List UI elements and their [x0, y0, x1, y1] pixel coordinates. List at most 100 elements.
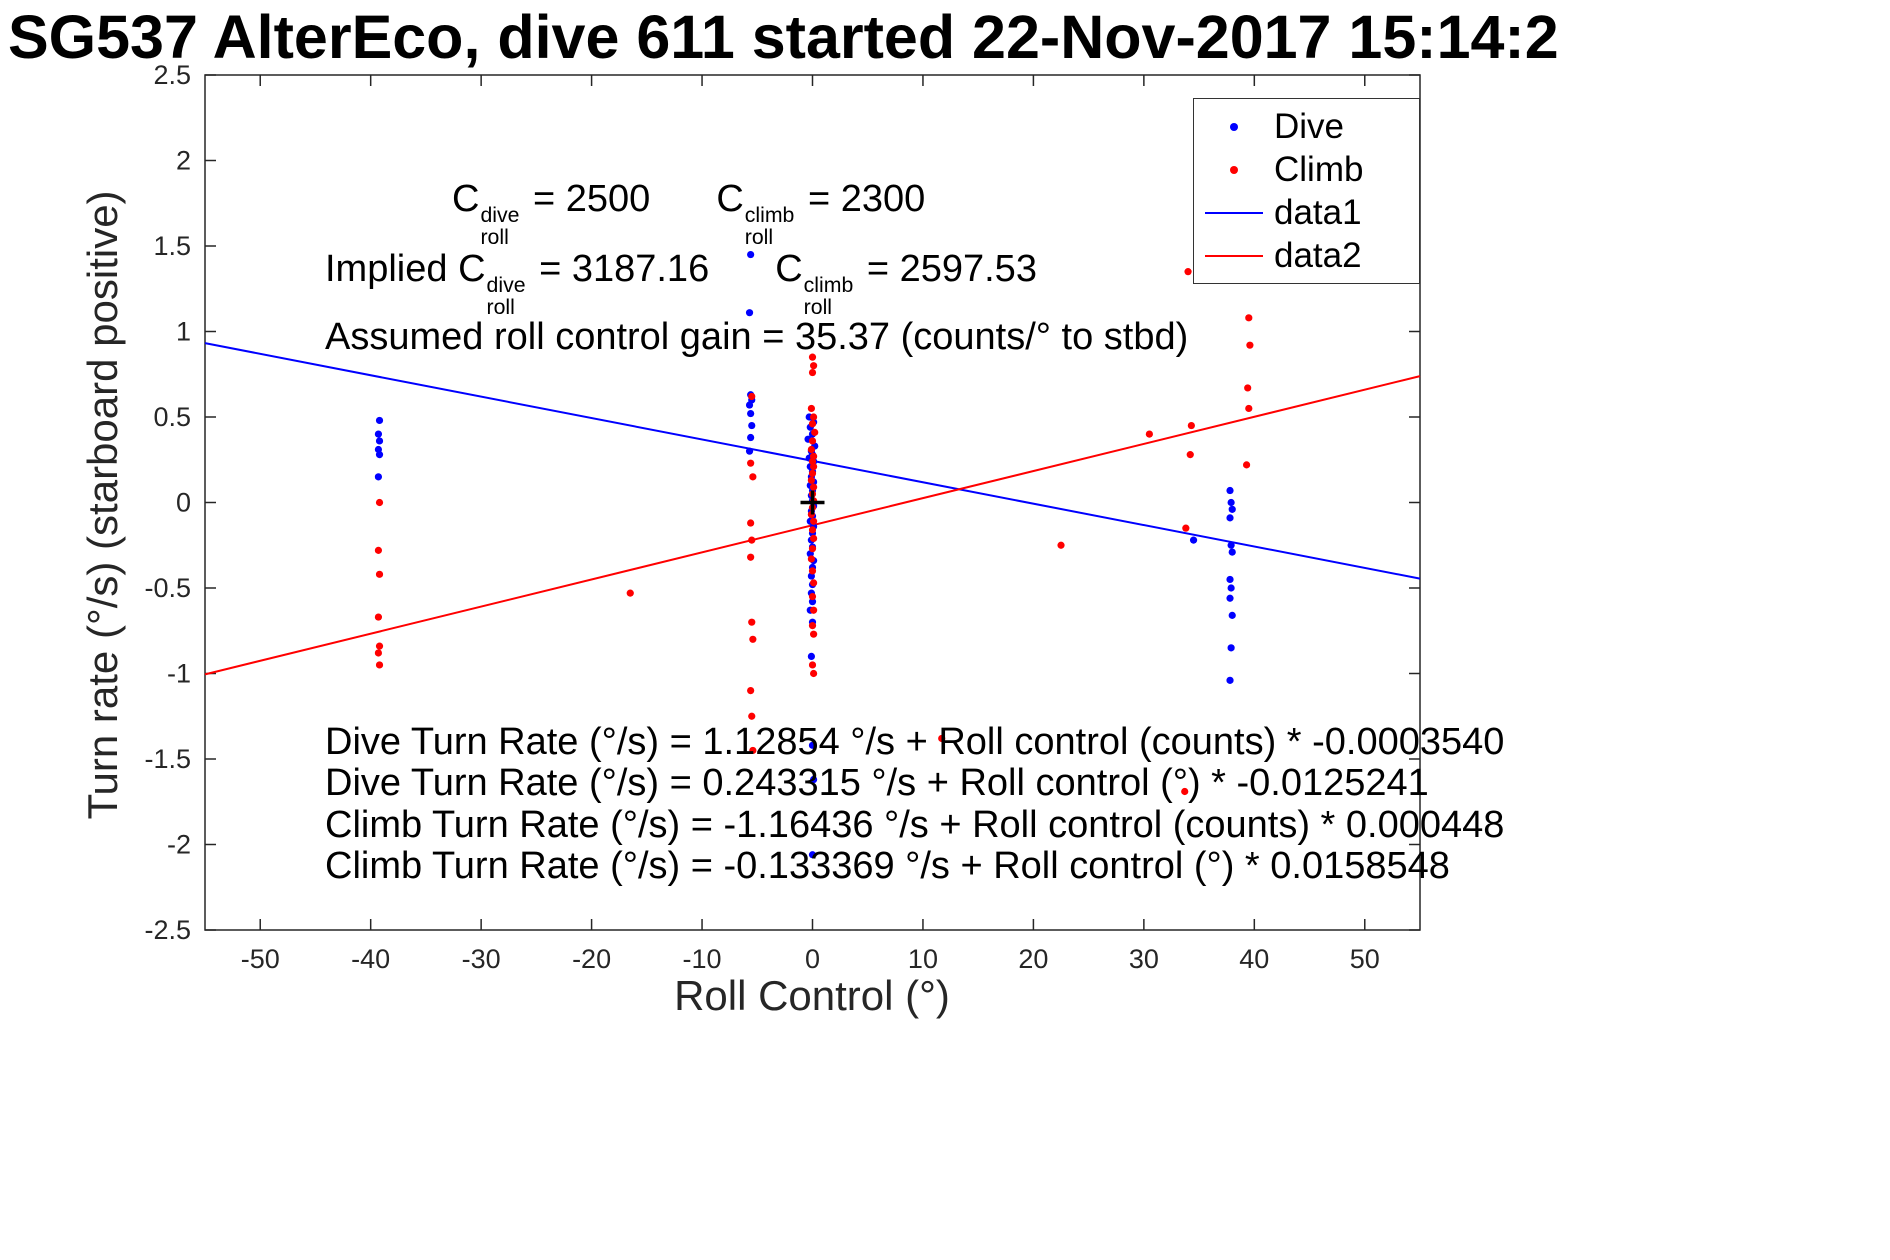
equation-climb-degrees: Climb Turn Rate (°/s) = -0.133369 °/s + … [325, 845, 1450, 888]
point-climb [748, 712, 756, 720]
point-climb [1057, 541, 1065, 549]
point-climb [626, 589, 634, 597]
point-dive [1228, 611, 1236, 619]
legend-label: Climb [1274, 149, 1364, 189]
point-climb [808, 545, 817, 553]
sup-sub-stack: climb roll [744, 204, 795, 249]
point-climb [1186, 451, 1194, 459]
point-dive [375, 416, 384, 425]
legend-label: Dive [1274, 106, 1345, 146]
y-tick-label: -0.5 [144, 573, 191, 603]
fit-equations: Dive Turn Rate (°/s) = 1.12854 °/s + Rol… [325, 721, 1505, 888]
subscript: roll [486, 294, 515, 319]
point-climb [810, 669, 818, 678]
point-climb [938, 734, 946, 743]
x-axis-label: Roll Control (°) [674, 972, 950, 1019]
point-dive [1227, 541, 1235, 549]
subscript: roll [744, 224, 774, 249]
point-climb [810, 483, 818, 491]
point-dive [1189, 536, 1198, 544]
c-symbol: C [775, 248, 803, 290]
y-tick-label: -2 [167, 830, 191, 860]
y-tick-label: 2 [176, 146, 191, 176]
point-climb [749, 473, 757, 481]
point-climb [1184, 268, 1192, 276]
point-climb [808, 420, 817, 428]
x-tick-label: 30 [1129, 944, 1159, 974]
point-climb [747, 553, 755, 561]
point-climb [747, 519, 755, 527]
equation-dive-degrees: Dive Turn Rate (°/s) = 0.243315 °/s + Ro… [325, 762, 1429, 805]
point-climb [749, 635, 757, 643]
point-climb [810, 517, 818, 525]
point-climb [810, 462, 818, 471]
y-tick-label: -2.5 [144, 915, 191, 945]
point-dive [375, 437, 384, 445]
point-climb [747, 459, 755, 467]
x-tick-label: 20 [1018, 944, 1048, 974]
dot-glyph [1230, 122, 1238, 131]
point-climb [807, 476, 815, 484]
point-climb [374, 613, 383, 621]
x-tick-label: 0 [805, 944, 820, 974]
point-climb [807, 555, 815, 563]
point-dive [747, 433, 755, 442]
point-dive [747, 250, 755, 259]
y-tick-label: 2.5 [153, 60, 191, 90]
superscript: dive [486, 273, 526, 298]
point-climb [748, 392, 756, 401]
point-climb [747, 687, 755, 695]
line-glyph [1205, 211, 1263, 214]
y-tick-label: -1 [167, 659, 191, 689]
point-dive [745, 401, 754, 409]
x-tick-label: 40 [1239, 944, 1269, 974]
point-climb [375, 661, 384, 669]
x-tick-label: -10 [683, 944, 722, 974]
point-dive [374, 473, 383, 481]
point-climb [1245, 404, 1253, 413]
legend-dot-icon [1194, 122, 1274, 131]
y-tick-label: 1 [176, 317, 191, 347]
point-dive [1226, 676, 1234, 684]
point-dive [1228, 548, 1236, 556]
point-dive [808, 598, 817, 606]
point-dive [375, 451, 384, 459]
point-dive [1226, 486, 1234, 495]
line-glyph [1205, 254, 1263, 257]
point-climb [808, 622, 817, 630]
point-dive [1226, 594, 1234, 602]
point-climb [807, 445, 815, 454]
superscript: climb [803, 273, 854, 298]
point-dive [1226, 514, 1234, 522]
y-tick-label: 0 [176, 488, 191, 518]
chart-title: SG537 AlterEco, dive 611 started 22-Nov-… [8, 3, 1559, 71]
x-tick-label: -30 [462, 944, 501, 974]
point-climb [1244, 384, 1252, 392]
gain-annotation: Assumed roll control gain = 35.37 (count… [325, 316, 1189, 358]
legend: Dive Climb data1 data2 [1193, 98, 1420, 284]
point-dive [1227, 584, 1235, 592]
point-dive [1226, 575, 1234, 584]
point-climb [810, 534, 818, 543]
point-climb [375, 498, 384, 507]
dot-glyph [1230, 165, 1238, 174]
sup-sub-stack: dive roll [486, 273, 526, 319]
point-dive [745, 447, 754, 455]
c-symbol: C [452, 178, 480, 220]
point-climb [374, 649, 383, 657]
point-climb [375, 570, 384, 578]
point-dive [808, 851, 817, 859]
point-climb [811, 428, 819, 436]
point-dive [1228, 505, 1236, 513]
coeff-value: = 3187.16 [528, 248, 710, 290]
equation-climb-counts: Climb Turn Rate (°/s) = -1.16436 °/s + R… [325, 803, 1505, 846]
legend-item-climb: Climb [1194, 148, 1419, 191]
point-climb [1181, 787, 1189, 796]
subscript: roll [803, 294, 833, 319]
point-climb [1246, 341, 1254, 349]
superscript: dive [480, 203, 520, 228]
